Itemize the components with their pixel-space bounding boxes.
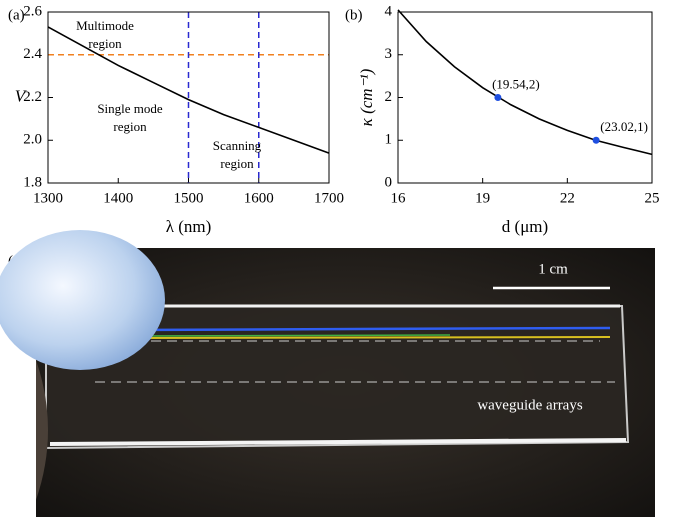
x-tick-label: 1700	[314, 190, 344, 206]
data-point	[593, 137, 600, 144]
x-axis-label: λ (nm)	[166, 217, 212, 236]
y-tick-label: 3	[385, 46, 393, 62]
y-tick-label: 2.2	[23, 89, 42, 105]
plot-frame	[398, 12, 652, 183]
x-axis-label: d (μm)	[502, 217, 548, 236]
x-tick-label: 19	[475, 190, 490, 206]
x-tick-label: 1500	[174, 190, 204, 206]
x-tick-label: 1400	[103, 190, 133, 206]
y-tick-label: 2.4	[23, 46, 42, 62]
photo: 1 cm waveguide arrays	[0, 230, 655, 517]
x-tick-label: 1600	[244, 190, 274, 206]
x-tick-label: 1300	[33, 190, 63, 206]
photo-label: waveguide arrays	[477, 397, 583, 413]
y-tick-label: 1.8	[23, 174, 42, 190]
data-label: (23.02,1)	[600, 119, 648, 134]
y-tick-label: 4	[385, 3, 393, 19]
data-point	[494, 94, 501, 101]
annotation: Multimode	[76, 18, 134, 33]
y-axis-label: κ (cm⁻¹)	[357, 68, 376, 126]
data-label: (19.54,2)	[492, 76, 540, 91]
chart: 1300 1400 1500 1600 1700 1.8 2.0 2.2 2.4 2.6 λ (nm…	[15, 3, 344, 235]
chart: 16 19 22 25 0 1 2 3 4 d (μm) κ (cm⁻¹) (19.54,2) (23.…	[357, 3, 660, 235]
annotation: region	[113, 119, 147, 134]
y-tick-label: 0	[385, 174, 393, 190]
annotation: Single mode	[97, 101, 163, 116]
scale-bar-label: 1 cm	[538, 261, 568, 277]
annotation: region	[220, 156, 254, 171]
panel-label: (b)	[345, 7, 363, 23]
x-tick-label: 16	[391, 190, 407, 206]
figure: (a) (b) (c) 1 cm waveguide arrays 130014…	[0, 0, 689, 517]
y-tick-label: 1	[385, 132, 393, 148]
annotation: region	[88, 36, 122, 51]
x-tick-label: 22	[560, 190, 575, 206]
y-tick-label: 2.0	[23, 132, 42, 148]
panel-label: (a)	[8, 7, 25, 23]
x-tick-label: 25	[645, 190, 660, 206]
annotation: Scanning	[213, 138, 262, 153]
y-tick-label: 2	[385, 89, 393, 105]
y-tick-label: 2.6	[23, 3, 42, 19]
